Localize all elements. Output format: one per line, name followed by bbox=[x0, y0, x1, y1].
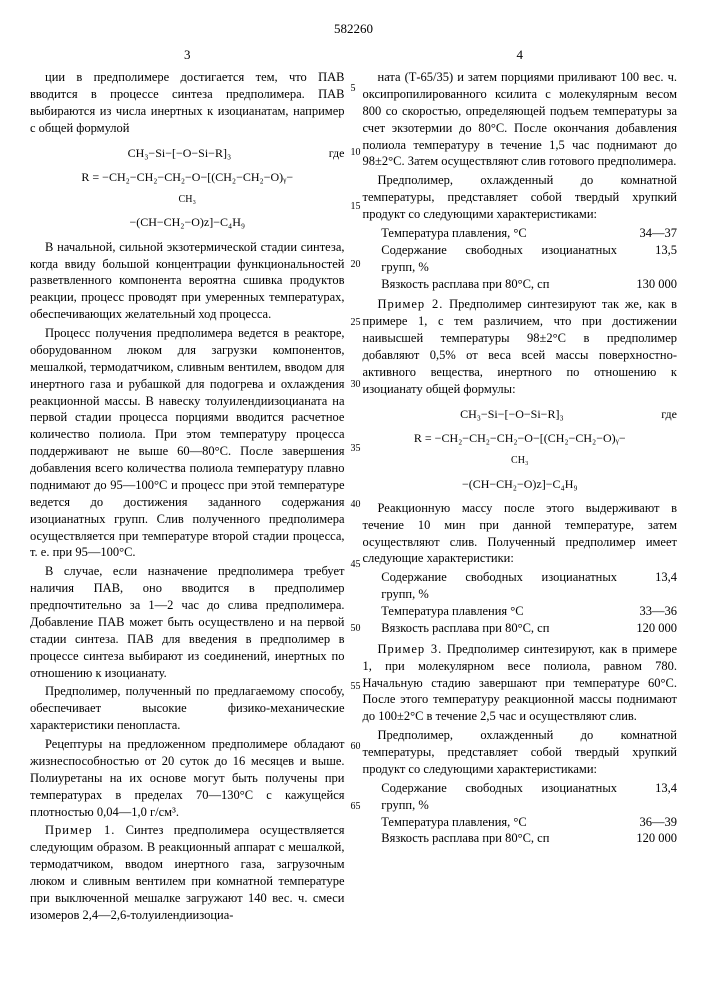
left-column: 3 ции в предполимере достигается тем, чт… bbox=[30, 46, 345, 926]
right-column: 5 10 15 20 25 30 35 40 45 50 55 60 65 4 … bbox=[363, 46, 678, 926]
formula-2-line1: CH₃−Si−[−O−Si−R]₃ где bbox=[363, 406, 678, 422]
formula-2-line3: CH₃ bbox=[363, 454, 678, 468]
line-mark: 30 bbox=[351, 378, 361, 392]
table-row: Содержание свободных изоцианатных групп,… bbox=[381, 242, 677, 276]
line-mark: 15 bbox=[351, 200, 361, 214]
table-row: Вязкость расплава при 80°С, сп 120 000 bbox=[381, 620, 677, 637]
right-para-6: Предполимер, охлажденный до комнатной те… bbox=[363, 727, 678, 778]
left-para-3: Процесс получения предполимера ведется в… bbox=[30, 325, 345, 561]
formula-1-line1: CH₃−Si−[−O−Si−R]₃ где bbox=[30, 145, 345, 161]
left-para-6: Рецептуры на предложенном предполимере о… bbox=[30, 736, 345, 820]
right-para-3: Пример 2. Предполимер синтезируют так же… bbox=[363, 296, 678, 397]
line-mark: 5 bbox=[351, 82, 356, 96]
left-para-5: Предполимер, полученный по предлагаемому… bbox=[30, 683, 345, 734]
patent-number: 582260 bbox=[30, 20, 677, 38]
table-row: Вязкость расплава при 80°С, сп 130 000 bbox=[381, 276, 677, 293]
example-3-label: Пример 3. bbox=[378, 642, 443, 656]
characteristics-table-2: Содержание свободных изоцианатных групп,… bbox=[381, 569, 677, 637]
example-1-label: Пример 1. bbox=[45, 823, 115, 837]
table-row: Содержание свободных изоцианатных групп,… bbox=[381, 780, 677, 814]
table-row: Температура плавления °С 33—36 bbox=[381, 603, 677, 620]
table-row: Вязкость расплава при 80°С, сп 120 000 bbox=[381, 830, 677, 847]
right-para-2: Предполимер, охлажденный до комнатной те… bbox=[363, 172, 678, 223]
table-row: Температура плавления, °С 36—39 bbox=[381, 814, 677, 831]
characteristics-table-1: Температура плавления, °С 34—37 Содержан… bbox=[381, 225, 677, 293]
right-page-num: 4 bbox=[363, 46, 678, 64]
example-1-text: Синтез предполимера осуществляется следу… bbox=[30, 823, 345, 921]
line-mark: 35 bbox=[351, 442, 361, 456]
line-mark: 40 bbox=[351, 498, 361, 512]
formula-1-line2: R = −CH₂−CH₂−CH₂−O−[(CH₂−CH₂−O)ᵧ− bbox=[30, 169, 345, 185]
characteristics-table-3: Содержание свободных изоцианатных групп,… bbox=[381, 780, 677, 848]
left-para-7: Пример 1. Синтез предполимера осуществля… bbox=[30, 822, 345, 923]
line-mark: 20 bbox=[351, 258, 361, 272]
example-2-text: Предполимер синтезируют так же, как в пр… bbox=[363, 297, 678, 395]
formula-1-line3: CH₃ bbox=[30, 193, 345, 207]
formula-2-line4: −(CH−CH₂−O)z]−C₄H₉ bbox=[363, 476, 678, 492]
line-mark: 55 bbox=[351, 680, 361, 694]
left-para-1: ции в предполимере достигается тем, что … bbox=[30, 69, 345, 137]
line-mark: 60 bbox=[351, 740, 361, 754]
example-2-label: Пример 2. bbox=[378, 297, 444, 311]
line-mark: 10 bbox=[351, 146, 361, 160]
line-mark: 50 bbox=[351, 622, 361, 636]
right-para-1: ната (Т-65/35) и затем порциями приливаю… bbox=[363, 69, 678, 170]
table-row: Содержание свободных изоцианатных групп,… bbox=[381, 569, 677, 603]
left-para-2: В начальной, сильной экзотермической ста… bbox=[30, 239, 345, 323]
formula-2-line2: R = −CH₂−CH₂−CH₂−O−[(CH₂−CH₂−O)ᵧ− bbox=[363, 430, 678, 446]
table-row: Температура плавления, °С 34—37 bbox=[381, 225, 677, 242]
two-column-layout: 3 ции в предполимере достигается тем, чт… bbox=[30, 46, 677, 926]
line-mark: 45 bbox=[351, 558, 361, 572]
right-para-5: Пример 3. Предполимер синтезируют, как в… bbox=[363, 641, 678, 725]
formula-1-line4: −(CH−CH₂−O)z]−C₄H₉ bbox=[30, 214, 345, 230]
line-mark: 25 bbox=[351, 316, 361, 330]
left-para-4: В случае, если назначение предполимера т… bbox=[30, 563, 345, 681]
line-mark: 65 bbox=[351, 800, 361, 814]
right-para-4: Реакционную массу после этого выдерживаю… bbox=[363, 500, 678, 568]
left-page-num: 3 bbox=[30, 46, 345, 64]
